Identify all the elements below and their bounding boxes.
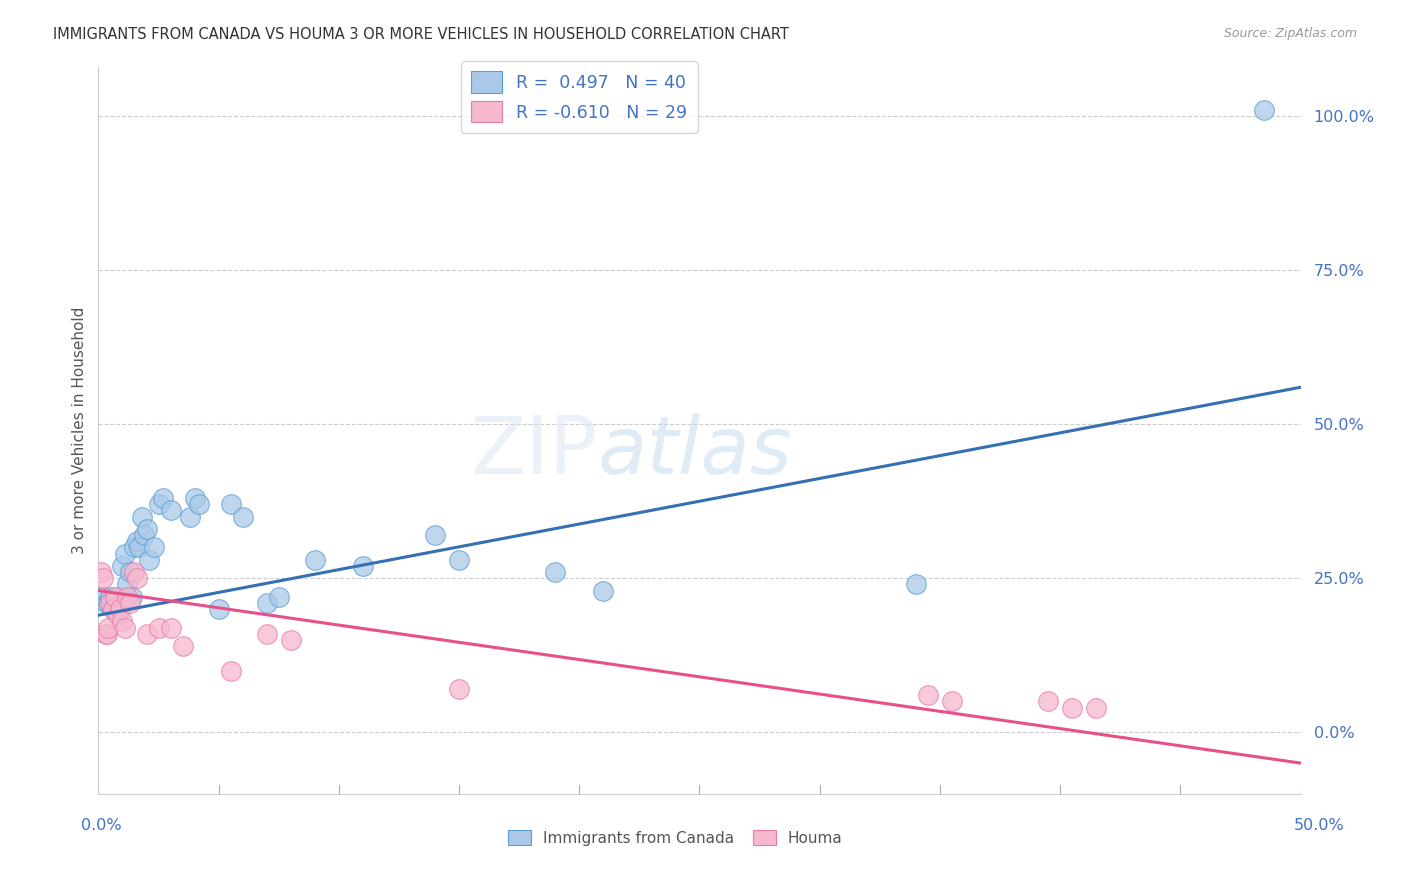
Point [132, 528, 155, 542]
Text: ZIP: ZIP [470, 413, 598, 491]
Point [94, 596, 117, 610]
Point [101, 602, 124, 616]
Text: 50.0%: 50.0% [1294, 818, 1344, 833]
Point [592, 583, 614, 598]
Point [117, 577, 139, 591]
Point [447, 553, 470, 567]
Point [128, 541, 150, 555]
Point [183, 491, 205, 505]
Point [90, 565, 112, 579]
Point [256, 596, 278, 610]
Point [96, 626, 118, 640]
Point [104, 596, 127, 610]
Point [179, 509, 201, 524]
Point [159, 503, 181, 517]
Point [152, 491, 174, 505]
Point [159, 621, 181, 635]
Point [107, 590, 129, 604]
Point [101, 602, 124, 616]
Point [256, 626, 278, 640]
Point [100, 596, 122, 610]
Point [352, 558, 374, 573]
Point [124, 565, 146, 579]
Point [118, 596, 141, 610]
Text: Source: ZipAtlas.com: Source: ZipAtlas.com [1223, 27, 1357, 40]
Point [117, 590, 139, 604]
Point [135, 626, 157, 640]
Point [125, 571, 148, 585]
Point [1253, 103, 1275, 117]
Point [118, 565, 141, 579]
Point [124, 541, 146, 555]
Point [148, 621, 170, 635]
Point [114, 621, 136, 635]
Point [91, 571, 114, 585]
Point [1062, 700, 1084, 714]
Point [232, 509, 254, 524]
Point [904, 577, 927, 591]
Point [131, 509, 153, 524]
Point [94, 626, 117, 640]
Point [447, 682, 470, 697]
Point [423, 528, 446, 542]
Point [125, 534, 148, 549]
Point [1036, 694, 1059, 708]
Point [219, 664, 242, 678]
Text: 0.0%: 0.0% [82, 818, 121, 833]
Point [111, 558, 134, 573]
Point [219, 497, 242, 511]
Text: IMMIGRANTS FROM CANADA VS HOUMA 3 OR MORE VEHICLES IN HOUSEHOLD CORRELATION CHAR: IMMIGRANTS FROM CANADA VS HOUMA 3 OR MOR… [53, 27, 789, 42]
Text: atlas: atlas [598, 413, 792, 491]
Point [941, 694, 963, 708]
Point [172, 639, 194, 653]
Point [91, 590, 114, 604]
Point [100, 590, 122, 604]
Point [280, 632, 302, 647]
Point [208, 602, 231, 616]
Point [104, 590, 127, 604]
Point [267, 590, 290, 604]
Point [142, 541, 165, 555]
Point [121, 590, 143, 604]
Point [114, 547, 136, 561]
Legend: Immigrants from Canada, Houma: Immigrants from Canada, Houma [502, 823, 849, 852]
Point [108, 596, 131, 610]
Point [138, 553, 160, 567]
Point [135, 522, 157, 536]
Point [111, 615, 134, 629]
Point [148, 497, 170, 511]
Point [544, 565, 567, 579]
Point [108, 602, 131, 616]
Point [917, 688, 939, 702]
Point [304, 553, 326, 567]
Point [97, 596, 120, 610]
Point [1085, 700, 1108, 714]
Point [97, 621, 120, 635]
Point [188, 497, 211, 511]
Point [107, 608, 129, 623]
Y-axis label: 3 or more Vehicles in Household: 3 or more Vehicles in Household [72, 307, 87, 554]
